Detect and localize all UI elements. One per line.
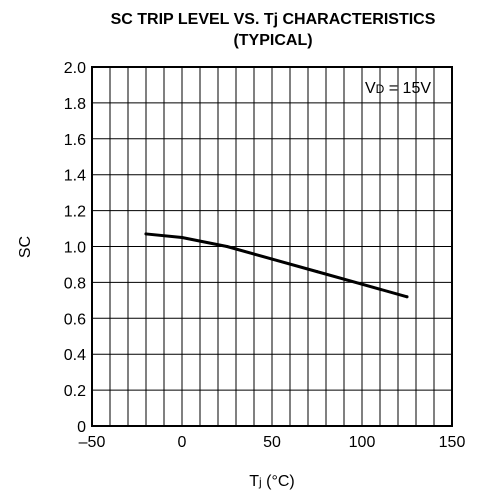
y-tick-label: 0.8 (64, 275, 86, 292)
data-point (144, 232, 148, 236)
data-point (405, 295, 409, 299)
data-point (180, 236, 184, 240)
data-point (360, 282, 364, 286)
chart-subtitle: (TYPICAL) (233, 32, 312, 49)
data-point (225, 245, 229, 248)
data-points (144, 232, 409, 299)
x-axis-label: Tj (°C) (249, 473, 295, 490)
y-tick-label: 0 (77, 419, 86, 436)
chart-title: SC TRIP LEVEL VS. Tj CHARACTERISTICS (111, 11, 436, 28)
x-tick-label: –50 (79, 434, 106, 451)
series-line (144, 232, 409, 299)
y-tick-label: 1.0 (64, 240, 86, 257)
condition-annotation: VD = 15V (365, 80, 431, 97)
x-tick-label: 150 (439, 434, 466, 451)
x-tick-labels: –50 0 50 100 150 (79, 434, 466, 451)
plot-frame (91, 66, 453, 427)
y-tick-label: 0.2 (64, 383, 86, 400)
y-tick-label: 1.8 (64, 96, 86, 113)
y-axis-label: SC (17, 236, 34, 258)
x-tick-label: 50 (263, 434, 281, 451)
y-tick-label: 1.6 (64, 132, 86, 149)
y-tick-labels: 0 0.2 0.4 0.6 0.8 1.0 1.2 1.4 1.6 1.8 2.0 (64, 60, 86, 436)
grid (92, 67, 452, 426)
y-tick-label: 0.6 (64, 311, 86, 328)
data-point (315, 270, 319, 274)
y-tick-label: 1.4 (64, 168, 86, 185)
x-tick-label: 100 (349, 434, 376, 451)
x-tick-label: 0 (178, 434, 187, 451)
y-tick-label: 1.2 (64, 204, 86, 221)
y-tick-label: 0.4 (64, 347, 86, 364)
data-point (270, 257, 274, 261)
y-tick-label: 2.0 (64, 60, 86, 77)
